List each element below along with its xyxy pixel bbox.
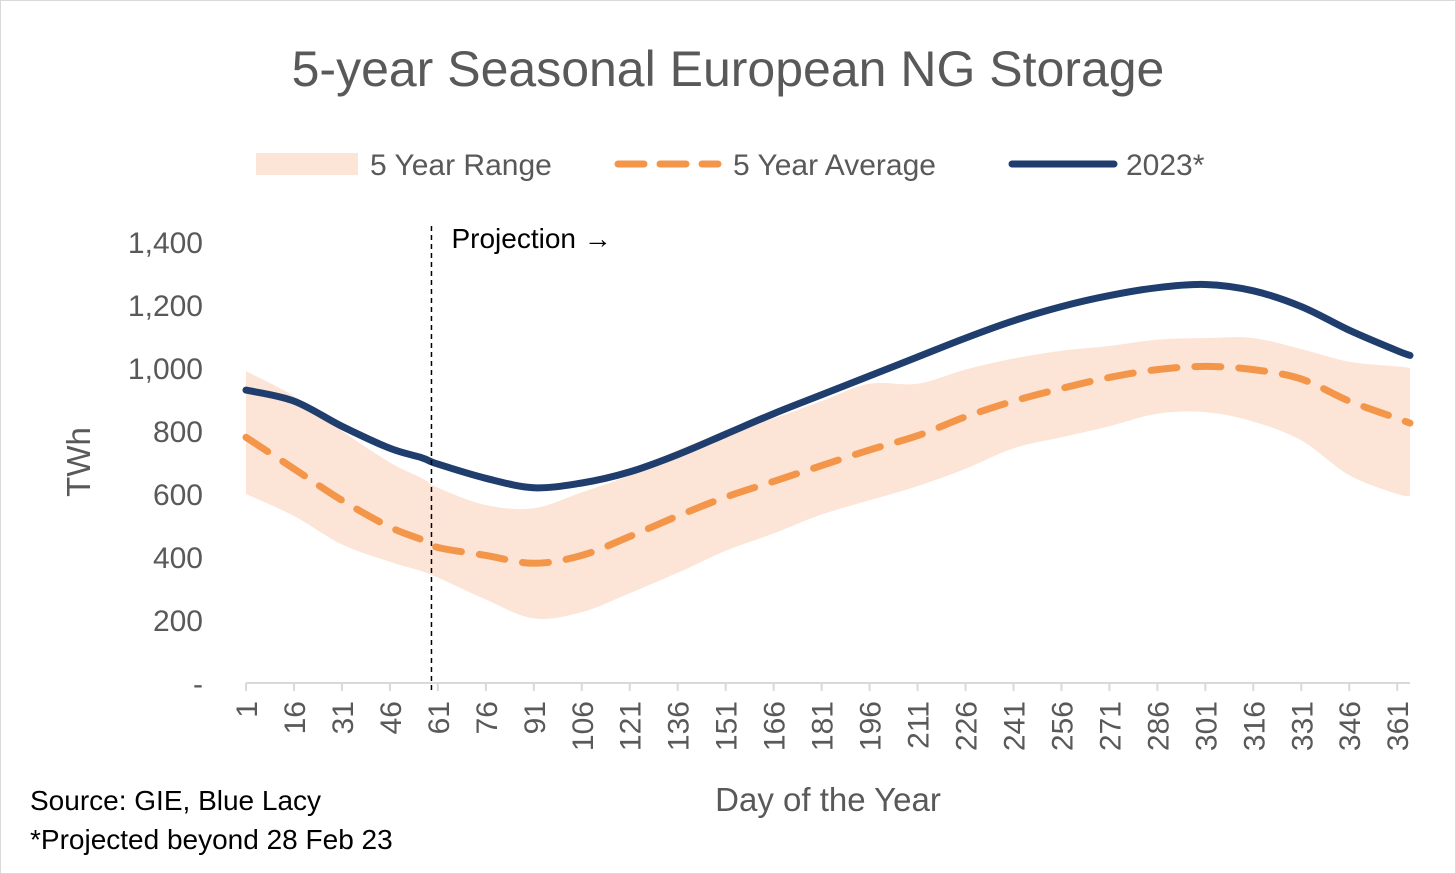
legend-swatch-range [256, 153, 358, 175]
x-tick-label: 91 [519, 701, 552, 734]
x-tick-label: 1 [231, 701, 264, 718]
x-tick-label: 151 [711, 701, 744, 751]
y-tick-label: 1,200 [128, 290, 203, 323]
projection-label: Projection → [451, 223, 611, 254]
x-tick-label: 226 [951, 701, 984, 751]
legend-label-range: 5 Year Range [370, 149, 552, 182]
chart-title: 5-year Seasonal European NG Storage [292, 41, 1165, 97]
x-tick-label: 241 [998, 701, 1031, 751]
x-tick-label: 256 [1046, 701, 1079, 751]
x-tick-label: 76 [471, 701, 504, 734]
x-tick-label: 271 [1094, 701, 1127, 751]
legend: 5 Year Range 5 Year Average 2023* [256, 149, 1205, 182]
series-range-band [246, 337, 1410, 619]
x-tick-label: 181 [807, 701, 840, 751]
plot-area: Projection → - 200 400 600 800 1,000 1,200 1,400… [128, 223, 1415, 751]
x-tick-label: 211 [903, 701, 936, 749]
x-tick-label: 136 [663, 701, 696, 751]
y-tick-label: - [193, 668, 203, 701]
y-tick-label: 1,400 [128, 227, 203, 260]
source-note: Source: GIE, Blue Lacy [30, 785, 322, 816]
x-tick-label: 16 [279, 701, 312, 734]
series-2023-line [242, 280, 1414, 492]
legend-label-2023: 2023* [1126, 149, 1205, 182]
x-axis-title: Day of the Year [715, 781, 941, 818]
y-tick-label: 800 [153, 416, 203, 449]
y-axis-title: TWh [60, 427, 97, 497]
y-tick-label: 200 [153, 605, 203, 638]
footnote: *Projected beyond 28 Feb 23 [30, 824, 393, 855]
x-tick-label: 61 [423, 701, 456, 734]
y-tick-label: 1,000 [128, 353, 203, 386]
x-tick-label: 46 [375, 701, 408, 734]
x-tick-label: 121 [615, 701, 648, 751]
x-tick-label: 361 [1382, 701, 1415, 751]
y-tick-label: 400 [153, 542, 203, 575]
legend-label-average: 5 Year Average [733, 149, 936, 182]
series-average-line [242, 362, 1414, 567]
x-tick-label: 196 [855, 701, 888, 751]
y-tick-label: 600 [153, 479, 203, 512]
x-tick-label: 106 [567, 701, 600, 751]
x-tick-label: 31 [327, 701, 360, 734]
x-tick-label: 316 [1238, 701, 1271, 751]
x-tick-label: 346 [1334, 701, 1367, 751]
x-tick-label: 166 [759, 701, 792, 751]
x-tick-label: 301 [1190, 701, 1223, 751]
x-tick-label: 331 [1286, 701, 1319, 751]
x-tick-label: 286 [1142, 701, 1175, 751]
